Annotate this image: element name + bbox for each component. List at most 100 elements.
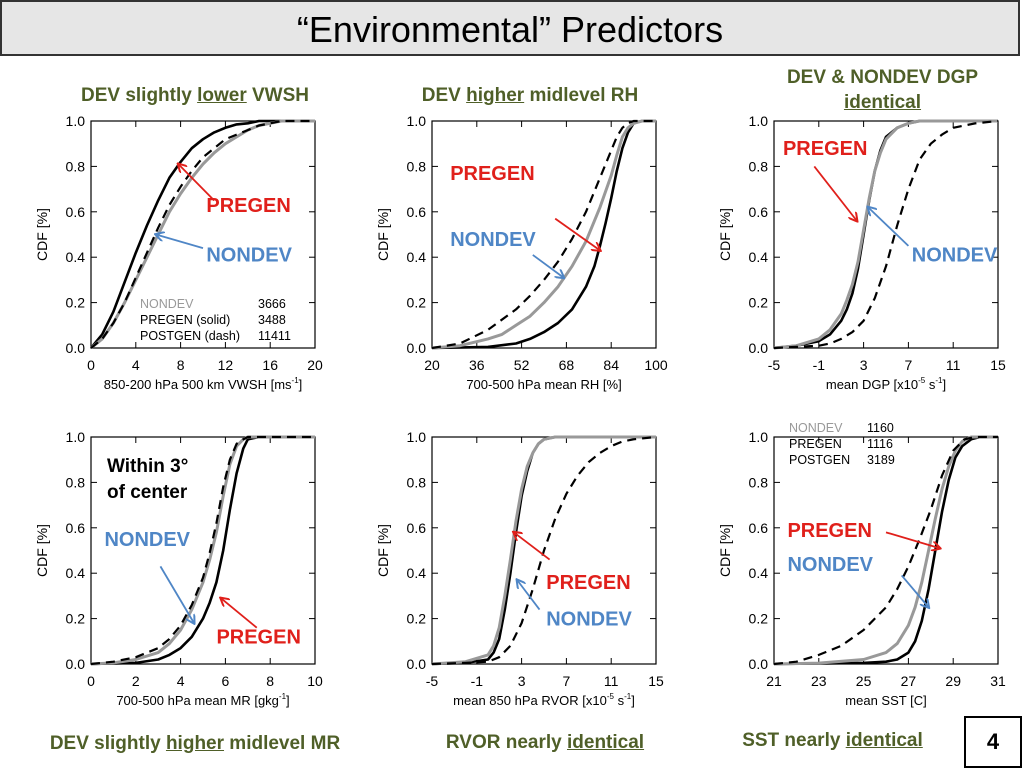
caption-underlined: higher (165, 733, 225, 754)
nondev-arrow (868, 207, 910, 247)
x-tick-label: 7 (905, 357, 913, 373)
y-tick-label: 0.0 (749, 656, 769, 672)
legend-count: 3666 (258, 297, 286, 311)
y-tick-label: 0.0 (407, 340, 427, 356)
y-tick-label: 1.0 (66, 429, 86, 445)
y-tick-label: 0.0 (66, 340, 86, 356)
series-postgen (773, 435, 998, 666)
x-axis-label-part: ] (631, 693, 635, 708)
legend-label: NONDEV (789, 421, 843, 435)
plot-frame (773, 436, 999, 665)
caption-underlined: lower (197, 85, 247, 106)
pregen-arrow (554, 217, 600, 251)
series-pregen-solid (89, 119, 315, 349)
x-axis-label-part: ] (299, 377, 303, 392)
y-tick-label: 0.8 (407, 158, 427, 174)
caption-vwsh: DEV slightly lower VWSH (40, 84, 350, 109)
x-tick-label: 29 (945, 673, 961, 689)
y-tick-label: 0.2 (407, 611, 427, 627)
x-tick-label: -5 (768, 357, 781, 373)
caption-post: VWSH (246, 85, 310, 106)
caption-pre: DEV slightly (49, 733, 166, 754)
x-axis-label-part: mean DGP [x10 (826, 377, 918, 392)
nondev-arrow (532, 254, 564, 278)
nondev-arrow (159, 565, 194, 623)
legend-count: 1116 (867, 437, 893, 451)
y-tick-label: 0.2 (407, 295, 427, 311)
x-axis-label-part: s (614, 693, 625, 708)
y-tick-label: 1.0 (66, 113, 86, 129)
legend-count: 3189 (867, 453, 895, 467)
y-tick-label: 0.2 (749, 295, 769, 311)
x-tick-label: 31 (990, 673, 1006, 689)
x-tick-label: 8 (177, 357, 185, 373)
x-tick-label: -1 (813, 357, 826, 373)
x-tick-label: 23 (811, 673, 827, 689)
y-tick-label: 0.6 (407, 204, 427, 220)
x-axis-label-part: s (925, 377, 936, 392)
pregen-arrow (885, 531, 940, 548)
chart-rvor: 0.0 0.2 0.4 0.6 0.8 1.0 -5 -1 3 7 11 15 mean 850 hPa… (375, 429, 664, 708)
y-tick-label: 0.4 (749, 249, 769, 265)
plot-frame (773, 120, 999, 349)
series-postgen-dash (90, 119, 315, 349)
y-tick-label: 1.0 (749, 113, 769, 129)
x-tick-label: 16 (262, 357, 278, 373)
pregen-label: PREGEN (787, 520, 871, 542)
series-pregen (773, 435, 998, 666)
y-axis-label: CDF [%] (717, 208, 733, 261)
caption-mr: DEV slightly higher midlevel MR (10, 732, 380, 757)
series-nondev (773, 435, 998, 666)
series-nondev (431, 119, 656, 350)
caption-pre: DEV (421, 85, 467, 106)
y-tick-label: 0.6 (407, 520, 427, 536)
legend-count: 3488 (258, 313, 286, 327)
x-tick-label: -5 (426, 673, 439, 689)
y-tick-label: 1.0 (749, 429, 769, 445)
x-axis-label: 700-500 hPa mean RH [%] (466, 377, 621, 392)
legend-count: 11411 (258, 329, 291, 343)
x-tick-label: 68 (559, 357, 575, 373)
x-tick-label: 12 (218, 357, 234, 373)
x-tick-label: 52 (514, 357, 530, 373)
x-axis-label-part: ] (943, 377, 947, 392)
caption-pre: SST nearly (742, 730, 846, 751)
x-tick-label: 2 (132, 673, 140, 689)
y-tick-label: 0.6 (749, 204, 769, 220)
pregen-label: PREGEN (450, 163, 534, 185)
y-tick-label: 1.0 (407, 113, 427, 129)
y-tick-label: 0.2 (749, 611, 769, 627)
caption-rh: DEV higher midlevel RH (380, 84, 680, 109)
x-axis-label-superscript: -1 (935, 376, 943, 385)
legend-label: POSTGEN (789, 453, 850, 467)
x-tick-label: 4 (177, 673, 185, 689)
y-tick-label: 0.8 (749, 474, 769, 490)
nondev-label: NONDEV (546, 608, 632, 630)
x-tick-label: 15 (648, 673, 664, 689)
y-tick-label: 0.8 (407, 474, 427, 490)
plot-frame (431, 120, 657, 349)
pregen-label: PREGEN (216, 627, 300, 649)
x-axis-label-superscript: -1 (624, 692, 632, 701)
x-tick-label: 84 (603, 357, 619, 373)
caption-underlined: identical (567, 732, 645, 753)
nondev-arrow (156, 235, 204, 249)
page-number: 4 (964, 716, 1022, 768)
y-axis-label: CDF [%] (34, 524, 50, 577)
y-tick-label: 0.0 (66, 656, 86, 672)
series-postgen (431, 119, 656, 350)
legend-count: 1160 (867, 421, 894, 435)
caption-underlined: identical (843, 91, 922, 113)
plot-frame (431, 436, 657, 665)
x-axis-label: mean 850 hPa RVOR [x10-5 s-1] (453, 692, 635, 708)
x-axis-label-part: mean 850 hPa RVOR [x10 (453, 693, 607, 708)
series-pregen (90, 435, 315, 666)
caption-pre: RVOR nearly (445, 732, 567, 753)
nondev-label: NONDEV (206, 245, 292, 267)
series-nondev (431, 435, 656, 666)
x-axis-label: mean DGP [x10-5 s-1] (826, 376, 946, 392)
legend-label: NONDEV (140, 297, 194, 311)
x-axis-label-part: 700-500 hPa mean RH [%] (466, 377, 621, 392)
x-tick-label: 25 (856, 673, 872, 689)
nondev-label: NONDEV (912, 245, 998, 267)
